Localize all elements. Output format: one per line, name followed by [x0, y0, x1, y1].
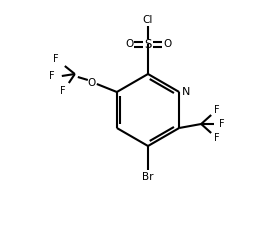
- Text: F: F: [219, 119, 225, 129]
- Text: F: F: [214, 133, 220, 143]
- Text: F: F: [49, 71, 55, 81]
- Text: O: O: [125, 39, 133, 49]
- Text: F: F: [60, 86, 66, 96]
- Text: Br: Br: [142, 172, 154, 182]
- Text: S: S: [144, 38, 152, 50]
- Text: F: F: [53, 54, 59, 64]
- Text: Cl: Cl: [143, 15, 153, 25]
- Text: F: F: [214, 105, 220, 115]
- Text: N: N: [182, 87, 190, 97]
- Text: O: O: [88, 78, 96, 88]
- Text: O: O: [163, 39, 171, 49]
